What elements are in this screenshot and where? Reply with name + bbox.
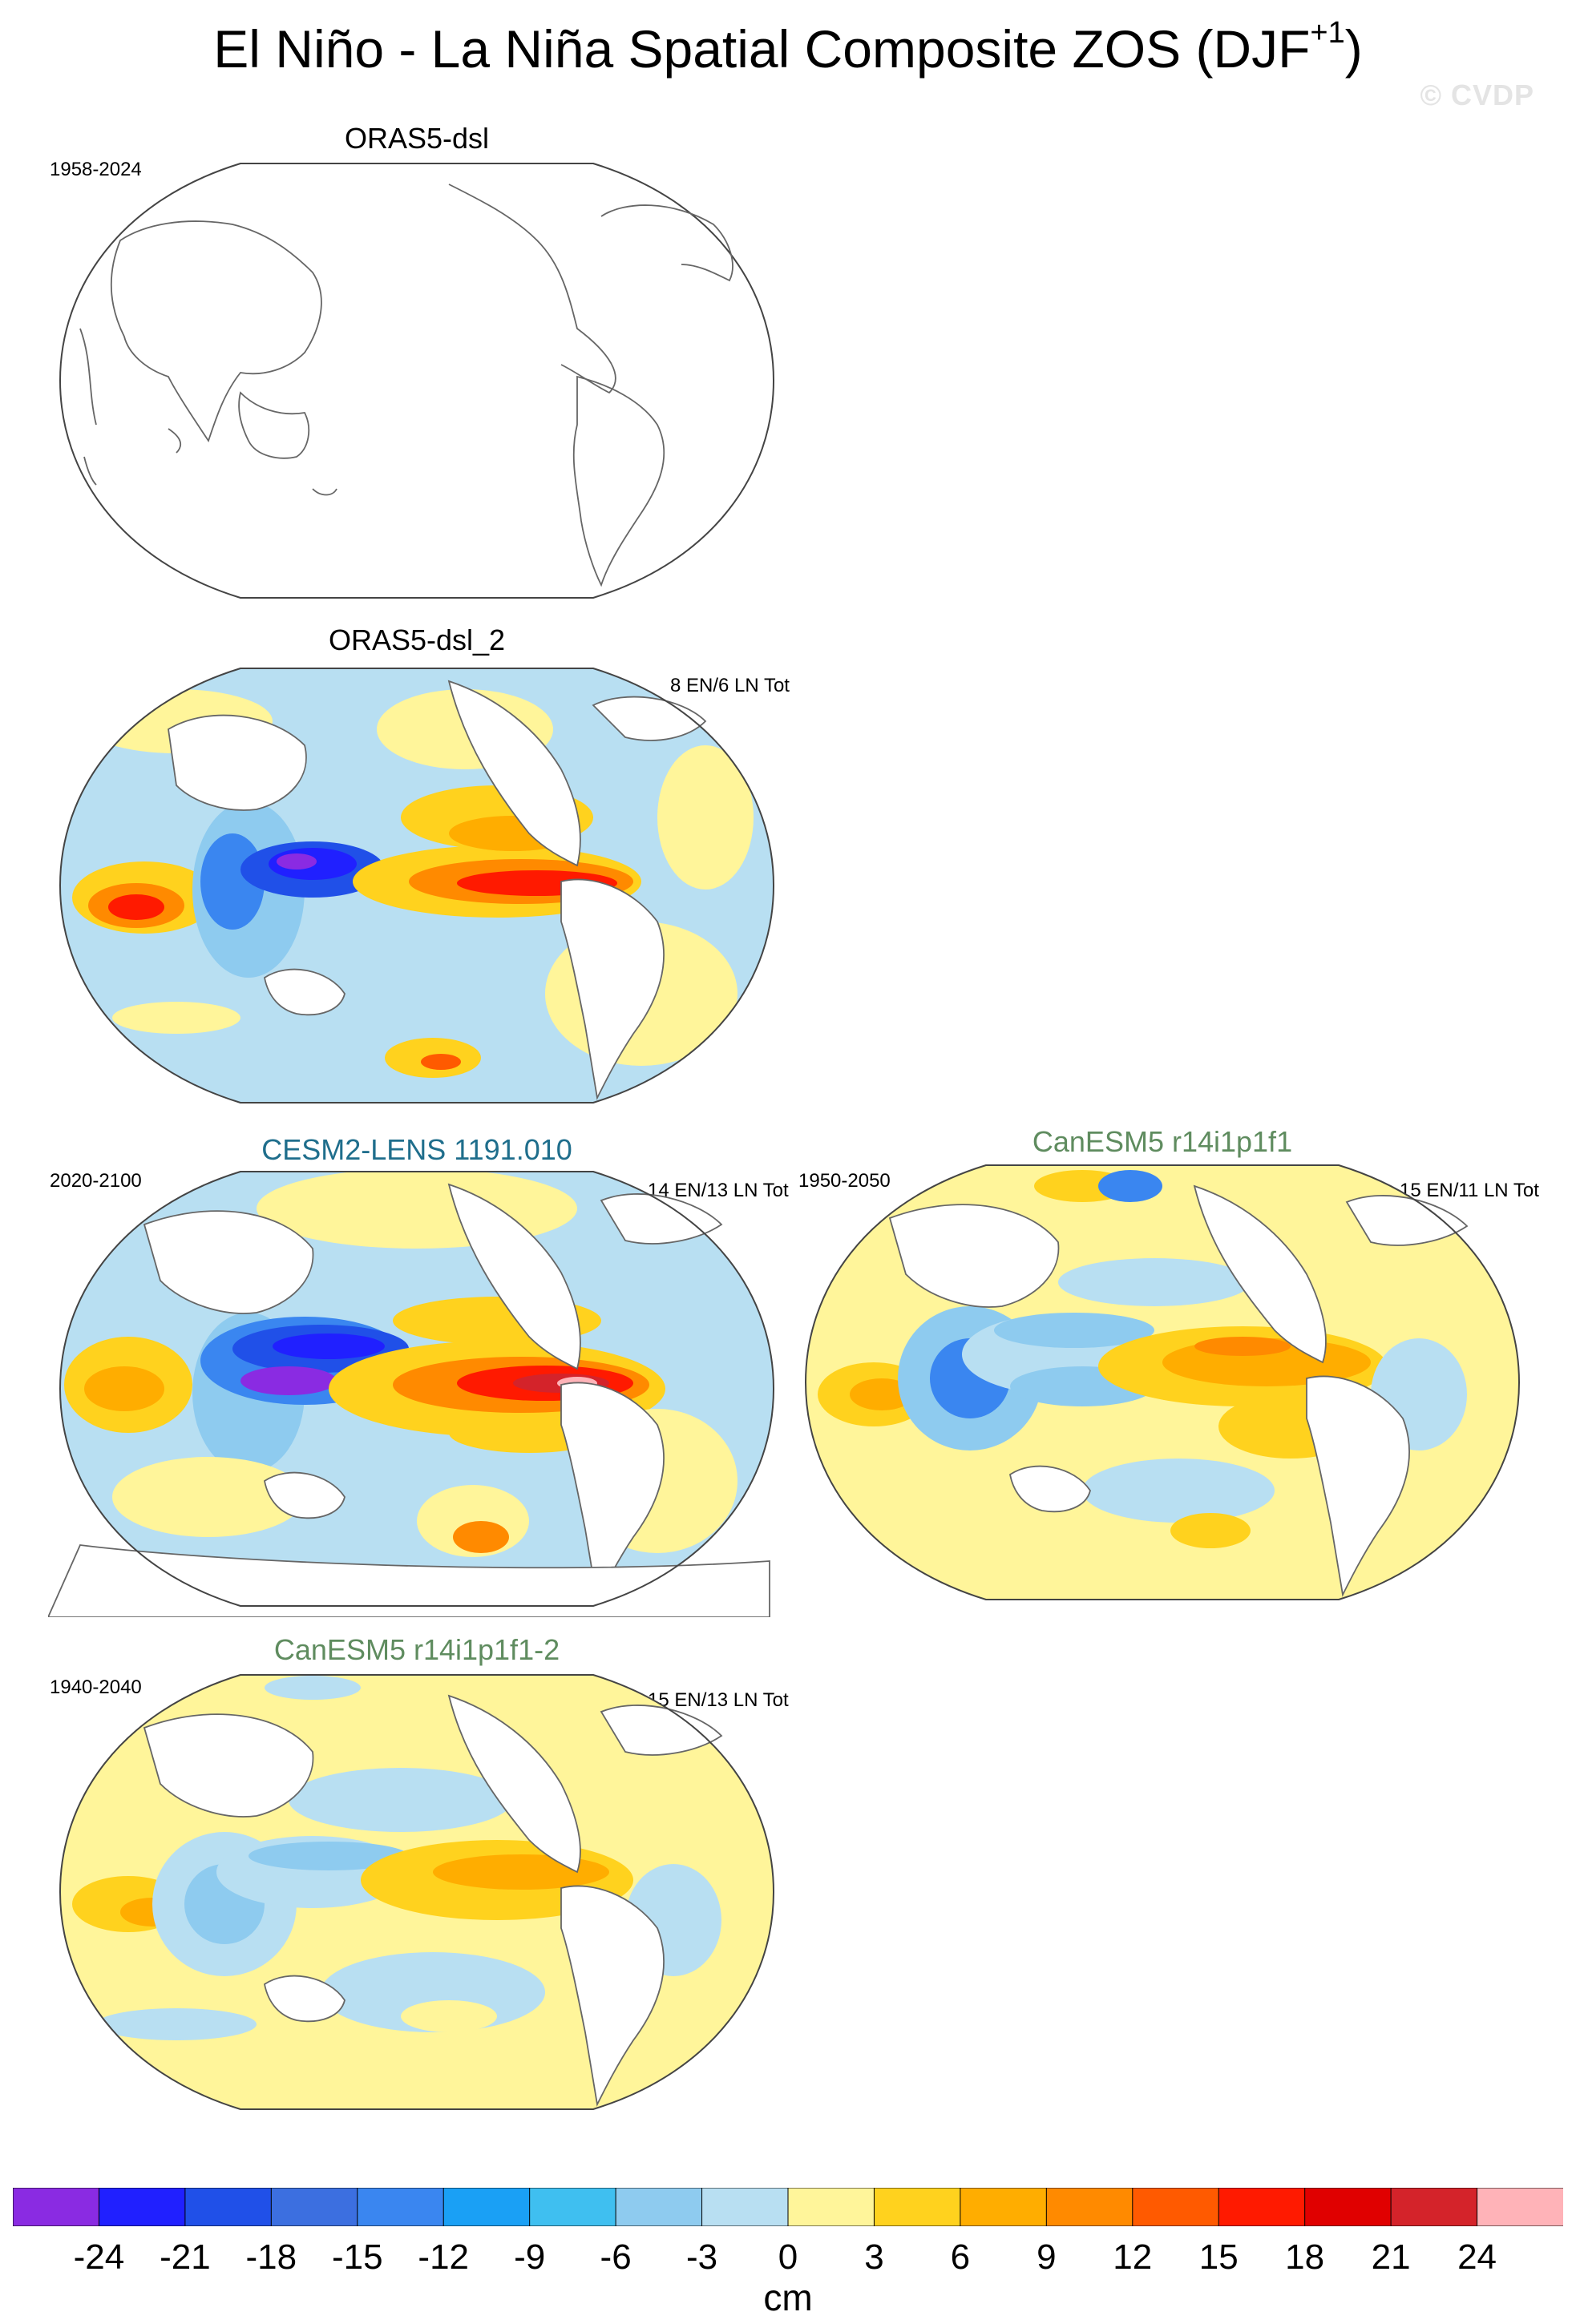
colorbar-tick-label: -21 xyxy=(160,2237,211,2277)
colorbar-tick-label: -15 xyxy=(331,2237,383,2277)
colorbar-swatch xyxy=(615,2188,703,2226)
panel-title: CanESM5 r14i1p1f1 xyxy=(1032,1125,1293,1158)
colorbar-swatch xyxy=(1390,2188,1478,2226)
panel-title: CanESM5 r14i1p1f1-2 xyxy=(273,1633,560,1666)
colorbar-swatch xyxy=(98,2188,186,2226)
colorbar-tick-label: 24 xyxy=(1457,2237,1497,2277)
colorbar-swatch xyxy=(1218,2188,1306,2226)
colorbar-tick-label: -12 xyxy=(418,2237,470,2277)
colorbar-tick-label: -24 xyxy=(73,2237,125,2277)
coastlines xyxy=(79,184,733,587)
colorbar-swatch xyxy=(184,2188,273,2226)
colorbar-swatch xyxy=(873,2188,961,2226)
colorbar-swatch xyxy=(960,2188,1048,2226)
panel-period: 2020-2100 xyxy=(50,1170,142,1192)
panel-title: ORAS5-dsl xyxy=(344,122,490,155)
land-masses xyxy=(48,1183,770,1617)
colorbar-tick-labels: -24 -21 -18 -15 -12 -9 -6 -3 0 3 6 9 12 15 18 21 24 xyxy=(0,2237,1576,2286)
colorbar-tick-label: 9 xyxy=(1037,2237,1057,2277)
figure-title: El Niño - La Niña Spatial Composite ZOS … xyxy=(213,16,1363,79)
colorbar-swatch xyxy=(442,2188,531,2226)
colorbar-swatch xyxy=(787,2188,875,2226)
world-map-cesm2 xyxy=(48,1171,775,1617)
colorbar-tick-label: -9 xyxy=(514,2237,546,2277)
colorbar-tick-label: -18 xyxy=(245,2237,297,2277)
world-map-orasdsl2 xyxy=(59,668,775,1103)
cvdp-watermark: © CVDP xyxy=(1420,79,1534,111)
panel-period: 1950-2050 xyxy=(798,1170,891,1192)
colorbar-tick-label: 12 xyxy=(1113,2237,1153,2277)
colorbar-tick-label: 0 xyxy=(778,2237,798,2277)
colorbar-swatch xyxy=(529,2188,617,2226)
world-map-orasdsl xyxy=(59,163,775,599)
colorbar-swatch xyxy=(1304,2188,1392,2226)
colorbar-tick-label: 15 xyxy=(1198,2237,1239,2277)
colorbar-swatch xyxy=(357,2188,445,2226)
panel-period: 1958-2024 xyxy=(50,159,142,180)
panel-title: CESM2-LENS 1191.010 xyxy=(261,1133,572,1166)
colorbar-swatch xyxy=(270,2188,358,2226)
colorbar-swatch xyxy=(1045,2188,1134,2226)
panel-period: 1940-2040 xyxy=(50,1676,142,1698)
colorbar-swatch xyxy=(1132,2188,1220,2226)
colorbar-units: cm xyxy=(763,2277,813,2318)
colorbar-tick-label: -3 xyxy=(685,2237,718,2277)
colorbar-tick-label: 18 xyxy=(1285,2237,1325,2277)
colorbar-tick-label: 21 xyxy=(1371,2237,1411,2277)
colorbar-swatch xyxy=(13,2188,100,2226)
world-map-canesm5 xyxy=(804,1164,1521,1600)
land-masses xyxy=(888,1184,1469,1597)
colorbar-tick-label: 6 xyxy=(950,2237,971,2277)
world-map-canesm5b xyxy=(59,1674,775,2110)
event-count: 8 EN/6 LN Tot xyxy=(670,675,790,696)
colorbar-tick-label: -6 xyxy=(600,2237,632,2277)
colorbar-swatch xyxy=(1477,2188,1563,2226)
event-count: 15 EN/11 LN Tot xyxy=(1400,1180,1539,1201)
colorbar xyxy=(13,2188,1563,2226)
panel-title: ORAS5-dsl_2 xyxy=(328,623,506,656)
land-masses xyxy=(143,1694,723,2107)
event-count: 15 EN/13 LN Tot xyxy=(648,1689,789,1711)
colorbar-swatch xyxy=(701,2188,789,2226)
colorbar-tick-label: 3 xyxy=(864,2237,884,2277)
